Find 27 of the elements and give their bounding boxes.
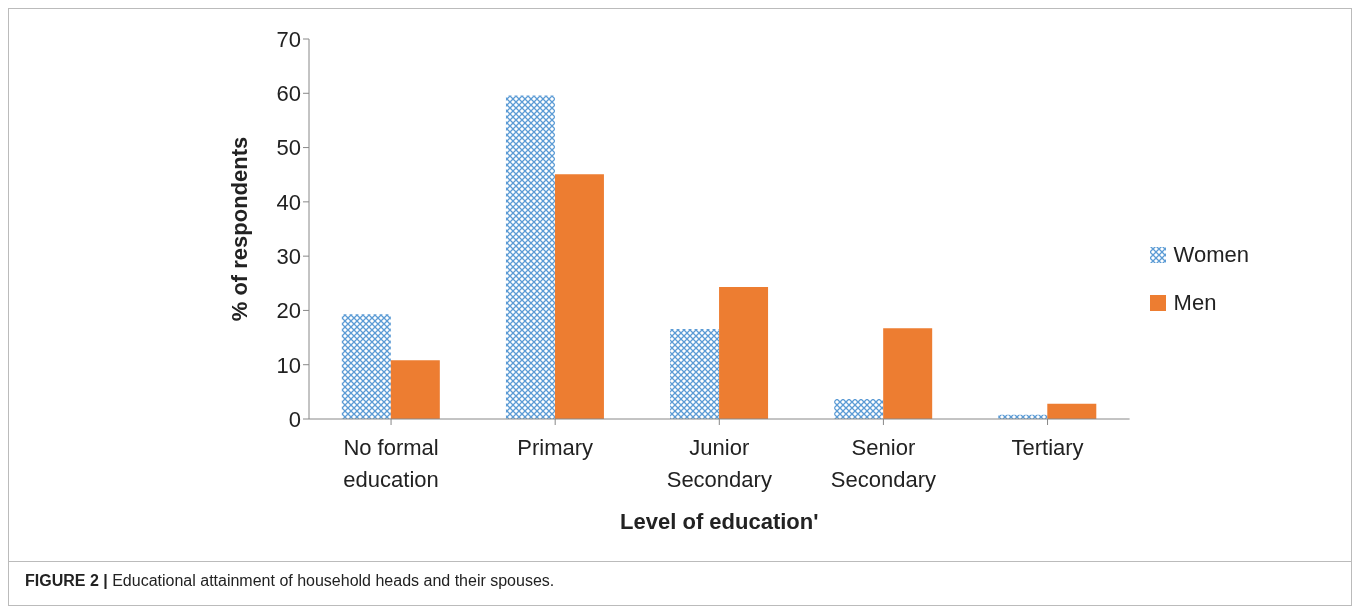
bar bbox=[554, 174, 604, 419]
bar bbox=[505, 95, 555, 419]
bar bbox=[341, 314, 391, 419]
bar bbox=[834, 398, 884, 419]
legend-label: Women bbox=[1173, 242, 1249, 268]
y-tick-label: 30 bbox=[276, 243, 301, 269]
bar bbox=[1047, 403, 1097, 419]
x-tick-label: Tertiary bbox=[1011, 435, 1084, 460]
y-axis-title: % of respondents bbox=[226, 136, 252, 322]
bar bbox=[883, 328, 933, 419]
x-axis-title: Level of education' bbox=[620, 509, 819, 534]
x-tick-label: Primary bbox=[517, 435, 594, 460]
y-tick-label: 20 bbox=[276, 298, 301, 324]
y-tick-label: 0 bbox=[288, 406, 301, 432]
legend-label: Men bbox=[1173, 290, 1217, 316]
x-tick-label: Junior Secondary bbox=[666, 435, 772, 492]
bar bbox=[719, 287, 769, 419]
y-tick-label: 10 bbox=[276, 352, 301, 378]
caption: FIGURE 2 | Educational attainment of household heads and their spouses. bbox=[25, 572, 555, 589]
y-tick-label: 70 bbox=[276, 26, 301, 52]
y-tick-label: 40 bbox=[276, 189, 301, 215]
bar bbox=[670, 328, 720, 419]
x-tick-label: Senior Secondary bbox=[830, 435, 937, 492]
y-tick-label: 50 bbox=[276, 135, 301, 161]
bar bbox=[390, 360, 440, 419]
y-tick-label: 60 bbox=[276, 81, 301, 107]
x-tick-label: No formal education bbox=[343, 435, 439, 492]
